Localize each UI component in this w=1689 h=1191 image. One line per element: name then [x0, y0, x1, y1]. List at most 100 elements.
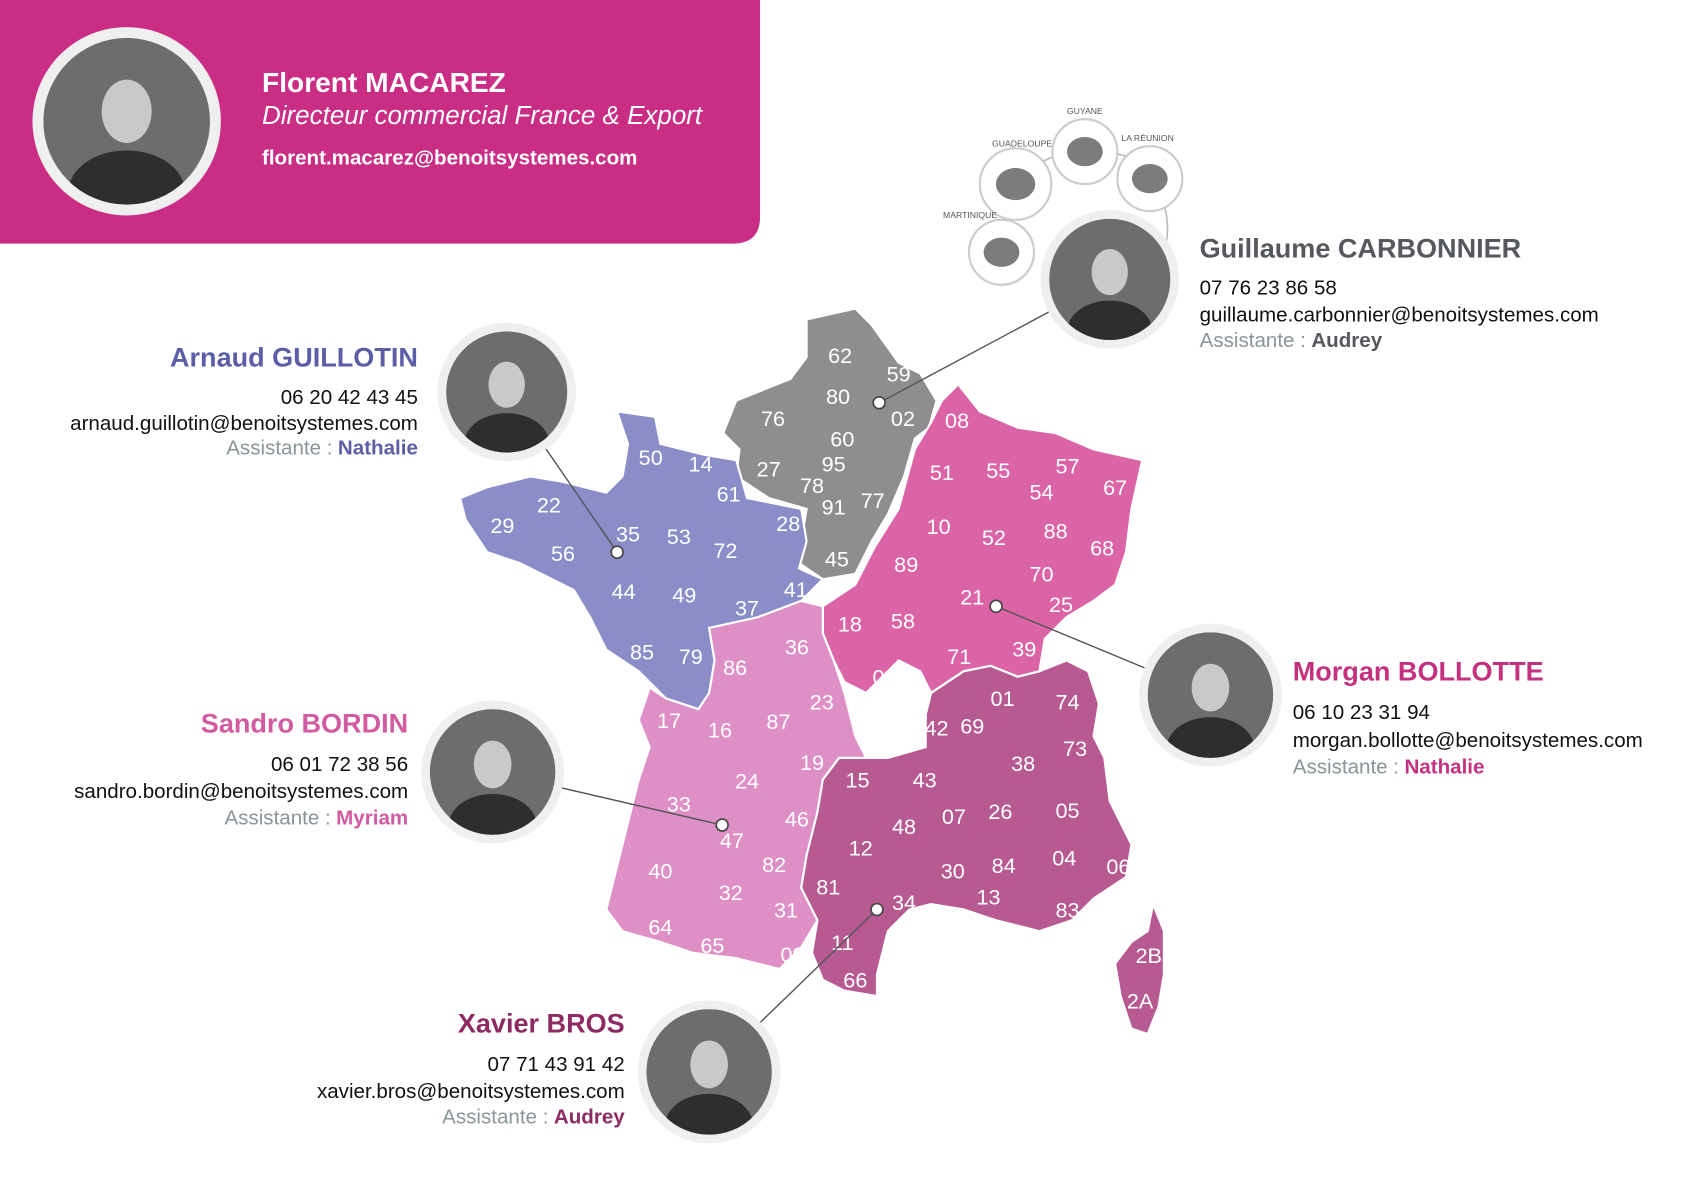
department-label: 15: [845, 767, 869, 792]
contact-email: arnaud.guillotin@benoitsystemes.com: [70, 412, 418, 435]
leader-dot: [610, 545, 624, 559]
department-label: 72: [713, 538, 737, 563]
department-label: 76: [761, 406, 785, 431]
department-label: 33: [667, 791, 691, 816]
department-label: 32: [719, 880, 743, 905]
department-label: 43: [913, 767, 937, 792]
overseas-shape: [995, 167, 1036, 201]
photo: [446, 331, 568, 453]
overseas-label: GUYANE: [1067, 106, 1103, 116]
department-label: 45: [825, 547, 849, 572]
department-label: 2A: [1127, 988, 1154, 1013]
leader-dot: [715, 818, 729, 832]
department-label: 54: [1030, 479, 1054, 504]
header-name: Florent MACAREZ: [262, 67, 506, 98]
contact-name: Sandro BORDIN: [201, 709, 408, 739]
department-label: 42: [924, 715, 948, 740]
department-label: 52: [982, 525, 1006, 550]
department-label: 89: [894, 552, 918, 577]
department-label: 08: [945, 408, 969, 433]
department-label: 19: [800, 750, 824, 775]
contact-email: morgan.bollotte@benoitsystemes.com: [1293, 729, 1643, 752]
department-label: 53: [667, 524, 691, 549]
department-label: 80: [826, 384, 850, 409]
contact-assistant: Assistante : Nathalie: [226, 437, 418, 460]
assistant-label: Assistante :: [226, 437, 332, 460]
overseas-shape: [983, 237, 1020, 267]
photo: [646, 1009, 772, 1135]
region-corsica: [1114, 900, 1165, 1036]
department-label: 86: [723, 655, 747, 680]
department-label: 23: [810, 689, 834, 714]
assistant-name: Audrey: [554, 1106, 625, 1129]
department-label: 68: [1090, 536, 1114, 561]
photo: [429, 709, 556, 835]
department-label: 37: [735, 595, 759, 620]
department-label: 25: [1049, 592, 1073, 617]
assistant-label: Assistante :: [1293, 756, 1399, 779]
photo-head: [488, 361, 525, 408]
department-label: 09: [780, 942, 804, 967]
department-label: 67: [1103, 475, 1127, 500]
department-label: 61: [717, 482, 741, 507]
department-label: 34: [892, 890, 916, 915]
department-label: 39: [1012, 636, 1036, 661]
department-label: 85: [630, 640, 654, 665]
assistant-label: Assistante :: [442, 1106, 548, 1129]
department-label: 49: [672, 582, 696, 607]
department-label: 62: [828, 343, 852, 368]
contact-name: Morgan BOLLOTTE: [1293, 657, 1544, 687]
photo-head: [1091, 249, 1128, 296]
department-label: 57: [1055, 453, 1079, 478]
contact-assistant: Assistante : Audrey: [442, 1106, 625, 1129]
photo: [43, 37, 211, 205]
header-title: Directeur commercial France & Export: [262, 100, 704, 130]
photo-body: [448, 793, 537, 835]
photo: [1049, 218, 1171, 340]
department-label: 47: [720, 828, 744, 853]
department-label: 44: [612, 579, 636, 604]
department-label: 82: [762, 852, 786, 877]
department-label: 10: [927, 514, 951, 539]
contact-phone: 07 71 43 91 42: [487, 1053, 624, 1076]
department-label: 06: [1106, 854, 1130, 879]
contact-name: Arnaud GUILLOTIN: [170, 343, 418, 373]
contact-assistant: Assistante : Nathalie: [1293, 756, 1485, 779]
department-label: 05: [1055, 798, 1079, 823]
leader-dot: [872, 396, 886, 410]
assistant-name: Myriam: [336, 807, 408, 830]
department-label: 02: [891, 406, 915, 431]
department-label: 27: [757, 457, 781, 482]
department-label: 31: [774, 897, 798, 922]
department-label: 26: [988, 799, 1012, 824]
department-label: 18: [838, 612, 862, 637]
header-email: florent.macarez@benoitsystemes.com: [262, 147, 637, 170]
photo-body: [68, 150, 186, 205]
assistant-name: Nathalie: [1404, 756, 1484, 779]
department-label: 46: [785, 806, 809, 831]
contact-assistant: Assistante : Audrey: [1200, 330, 1383, 353]
department-label: 51: [930, 460, 954, 485]
department-label: 91: [822, 495, 846, 520]
contact-email: xavier.bros@benoitsystemes.com: [317, 1080, 625, 1103]
department-label: 36: [785, 634, 809, 659]
department-label: 14: [688, 451, 712, 476]
department-label: 58: [891, 608, 915, 633]
department-label: 24: [735, 769, 759, 794]
department-label: 55: [986, 458, 1010, 483]
assistant-name: Audrey: [1311, 330, 1382, 353]
photo-body: [665, 1093, 754, 1135]
photo-head: [101, 79, 152, 143]
department-label: 03: [873, 665, 897, 690]
department-label: 01: [991, 686, 1015, 711]
department-label: 13: [976, 884, 1000, 909]
department-label: 69: [960, 713, 984, 738]
department-label: 16: [708, 718, 732, 743]
department-label: 2B: [1135, 943, 1161, 968]
department-label: 40: [648, 858, 672, 883]
department-label: 90: [1100, 590, 1124, 615]
contact-phone: 06 01 72 38 56: [271, 753, 408, 776]
department-label: 38: [1011, 751, 1035, 776]
department-label: 60: [830, 426, 854, 451]
